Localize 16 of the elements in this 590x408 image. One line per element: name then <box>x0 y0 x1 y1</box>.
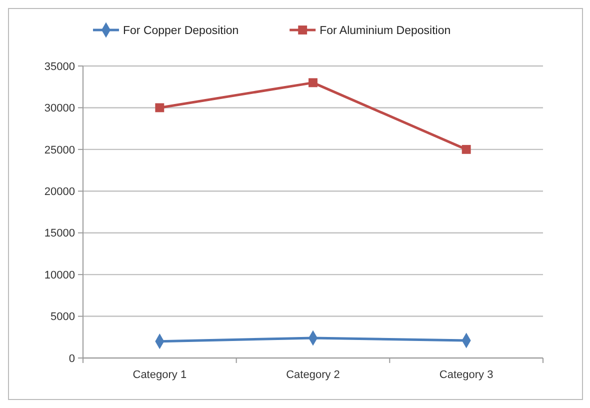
y-tick-label: 10000 <box>44 269 75 282</box>
y-tick-label: 5000 <box>50 311 75 324</box>
y-tick-label: 20000 <box>44 186 75 198</box>
legend-label: For Aluminium Deposition <box>320 25 451 38</box>
y-tick-label: 25000 <box>44 144 75 156</box>
x-tick-label: Category 2 <box>286 369 340 381</box>
y-tick-label: 30000 <box>44 102 75 115</box>
x-tick-label: Category 1 <box>132 369 187 381</box>
legend-label: For Copper Deposition <box>123 25 239 38</box>
x-tick-label: Category 3 <box>439 369 494 381</box>
point <box>155 103 164 112</box>
y-tick-label: 15000 <box>44 228 75 240</box>
point <box>308 78 318 88</box>
y-tick-label: 0 <box>68 352 75 365</box>
y-tick-label: 35000 <box>44 60 75 73</box>
point <box>462 144 471 154</box>
